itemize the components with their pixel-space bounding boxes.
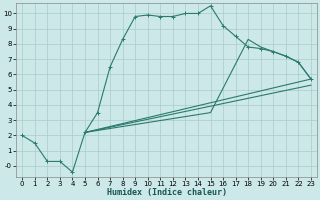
X-axis label: Humidex (Indice chaleur): Humidex (Indice chaleur) [107, 188, 227, 197]
